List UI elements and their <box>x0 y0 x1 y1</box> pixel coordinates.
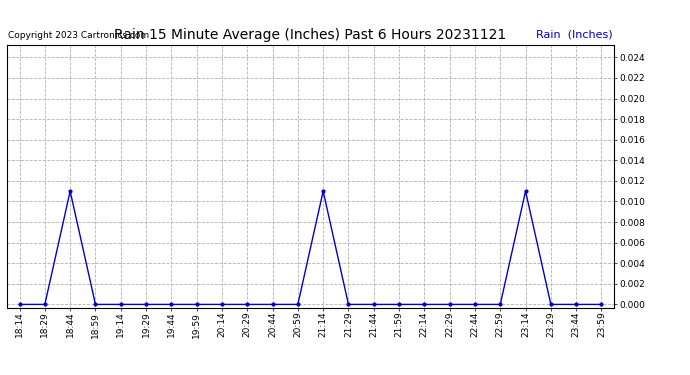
Text: Copyright 2023 Cartronics.com: Copyright 2023 Cartronics.com <box>8 31 149 40</box>
Text: Rain  (Inches): Rain (Inches) <box>536 30 613 40</box>
Title: Rain 15 Minute Average (Inches) Past 6 Hours 20231121: Rain 15 Minute Average (Inches) Past 6 H… <box>115 28 506 42</box>
